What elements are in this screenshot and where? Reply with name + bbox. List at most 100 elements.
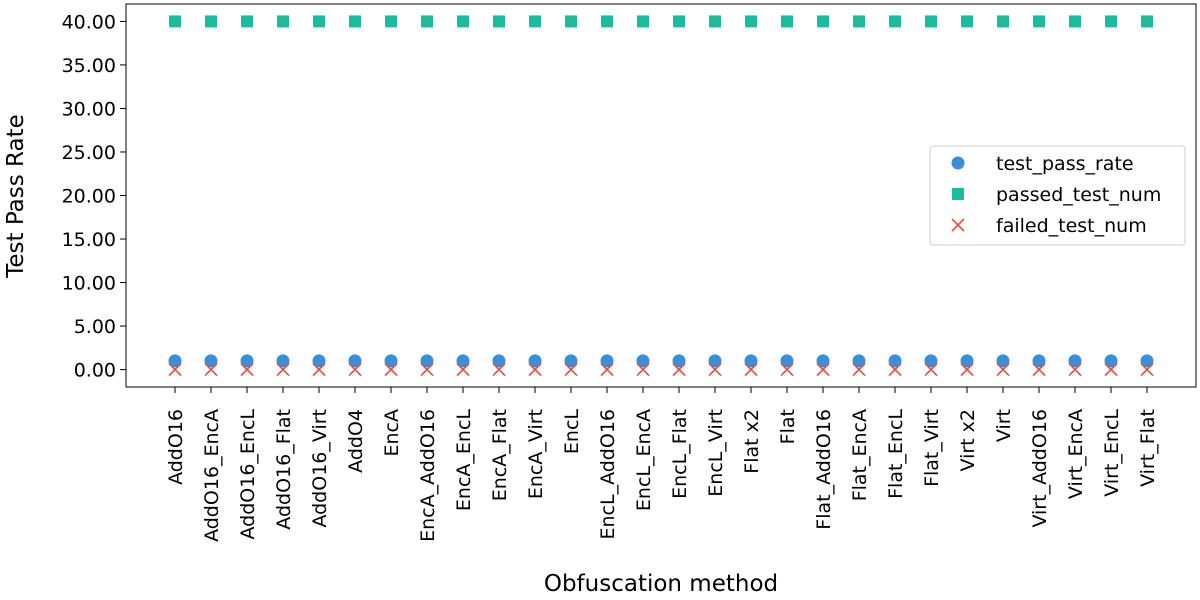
data-point	[816, 354, 830, 368]
data-point	[1068, 354, 1082, 368]
data-point	[456, 363, 470, 377]
data-point	[1140, 363, 1154, 377]
x-tick-label: AddO16_Virt	[309, 409, 331, 528]
data-point	[1105, 15, 1117, 28]
data-point	[420, 363, 434, 377]
data-point	[168, 354, 182, 368]
x-tick-label: Virt_EncA	[1065, 409, 1087, 499]
x-tick-label: AddO16_EncA	[201, 409, 223, 542]
data-point	[816, 363, 830, 377]
x-tick-label: EncL	[561, 409, 583, 454]
data-point	[384, 363, 398, 377]
y-tick-label: 20.00	[62, 186, 116, 208]
series-failed_test_num	[168, 363, 1154, 377]
data-point	[925, 15, 937, 28]
data-point	[636, 363, 650, 377]
x-tick-label: Flat_EncL	[885, 409, 907, 499]
data-point	[1104, 363, 1118, 377]
series-passed_test_num	[169, 15, 1153, 28]
data-point	[457, 15, 469, 28]
x-tick-label: EncL_EncA	[633, 409, 655, 511]
data-point	[1033, 15, 1045, 28]
data-point	[565, 15, 577, 28]
data-point	[601, 15, 613, 28]
x-tick-label: EncL_Flat	[669, 409, 691, 499]
data-point	[888, 354, 902, 368]
data-point	[1104, 354, 1118, 368]
legend-box	[929, 145, 1186, 246]
y-tick-label: 25.00	[62, 142, 116, 164]
data-point	[1032, 363, 1046, 377]
data-point	[312, 363, 326, 377]
data-point	[240, 354, 254, 368]
x-tick-label: EncA_Virt	[525, 409, 547, 499]
data-point	[492, 363, 506, 377]
data-point	[421, 15, 433, 28]
data-point	[636, 354, 650, 368]
data-point	[781, 15, 793, 28]
y-tick-label: 10.00	[62, 273, 116, 295]
data-point	[240, 363, 254, 377]
y-axis: 0.00 5.00 10.00 15.00 20.00 25.00 30.00 35.00 40…	[62, 11, 126, 382]
data-point	[492, 354, 506, 368]
data-point	[205, 15, 217, 28]
x-tick-label: EncA	[381, 409, 403, 457]
data-point	[780, 354, 794, 368]
legend-marker	[951, 218, 965, 232]
x-tick-label: EncA_EncL	[453, 409, 475, 511]
data-point	[564, 363, 578, 377]
data-point	[385, 15, 397, 28]
data-point	[708, 354, 722, 368]
data-point	[996, 354, 1010, 368]
x-tick-label: AddO4	[345, 409, 367, 473]
legend-label: passed_test_num	[996, 184, 1161, 206]
x-tick-label: EncA_AddO16	[417, 409, 439, 542]
x-tick-label: Flat x2	[741, 409, 763, 474]
data-point	[168, 363, 182, 377]
x-tick-label: Virt_AddO16	[1029, 409, 1051, 528]
data-point	[313, 15, 325, 28]
data-point	[673, 15, 685, 28]
y-tick-label: 30.00	[62, 98, 116, 120]
data-point	[960, 363, 974, 377]
data-point	[600, 354, 614, 368]
legend-label: failed_test_num	[996, 215, 1147, 237]
x-tick-label: EncL_Virt	[705, 409, 727, 497]
data-point	[493, 15, 505, 28]
x-tick-label: Virt_EncL	[1101, 409, 1123, 497]
data-point	[672, 354, 686, 368]
y-axis-label: Test Pass Rate	[3, 114, 29, 279]
x-tick-label: EncL_AddO16	[597, 409, 619, 540]
data-point	[276, 354, 290, 368]
x-tick-label: AddO16	[165, 409, 187, 485]
data-point	[637, 15, 649, 28]
data-point	[384, 354, 398, 368]
data-point	[1068, 363, 1082, 377]
data-point	[241, 15, 253, 28]
y-tick-label: 5.00	[74, 316, 116, 338]
data-point	[924, 354, 938, 368]
x-tick-label: AddO16_EncL	[237, 409, 259, 540]
data-point	[1140, 354, 1154, 368]
data-point	[420, 354, 434, 368]
data-point	[924, 363, 938, 377]
data-point	[348, 363, 362, 377]
data-point	[528, 354, 542, 368]
series-test_pass_rate	[168, 354, 1154, 368]
data-point	[1069, 15, 1081, 28]
legend-marker	[952, 188, 964, 200]
x-tick-label: Virt x2	[957, 409, 979, 472]
data-point	[528, 363, 542, 377]
data-point	[564, 354, 578, 368]
data-point	[744, 354, 758, 368]
data-point	[996, 363, 1010, 377]
y-tick-label: 0.00	[74, 360, 116, 382]
y-tick-label: 35.00	[62, 55, 116, 77]
data-point	[204, 363, 218, 377]
data-point	[529, 15, 541, 28]
data-point	[709, 15, 721, 28]
x-tick-label: AddO16_Flat	[273, 409, 295, 530]
data-point	[276, 363, 290, 377]
x-tick-label: Flat_AddO16	[813, 409, 835, 530]
